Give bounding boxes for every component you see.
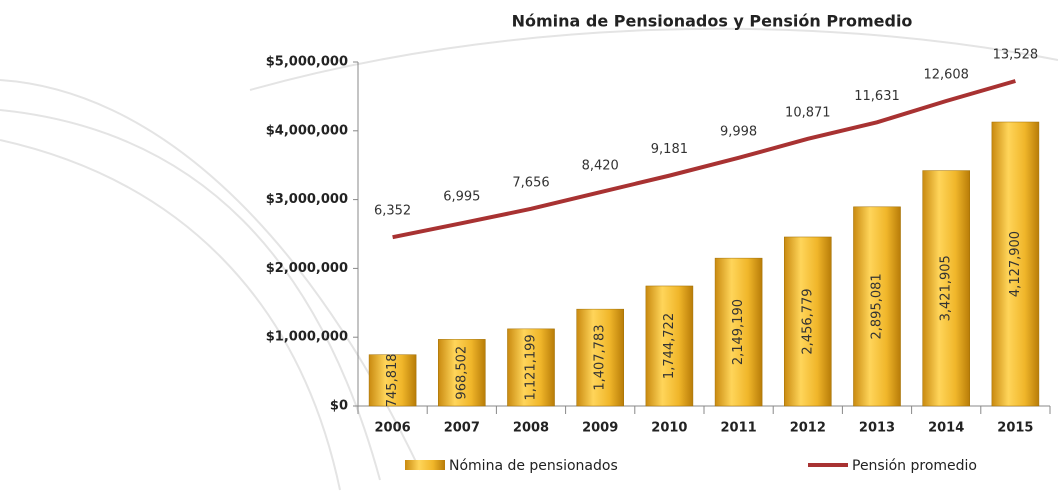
bar <box>368 354 417 407</box>
bar <box>438 339 486 407</box>
bar-value-label: 2,456,779 <box>800 288 815 354</box>
line-value-label: 7,656 <box>512 175 549 190</box>
x-tick-label: 2012 <box>790 421 826 436</box>
x-tick-label: 2006 <box>375 421 411 436</box>
legend-swatch <box>405 460 445 470</box>
line-value-label: 9,998 <box>720 124 757 139</box>
bar-value-label: 745,818 <box>385 353 400 407</box>
chart-title: Nómina de Pensionados y Pensión Promedio <box>512 12 913 31</box>
x-tick-label: 2013 <box>859 421 895 436</box>
line-value-label: 9,181 <box>651 142 688 157</box>
bar <box>507 328 555 407</box>
bar-value-label: 4,127,900 <box>1008 231 1023 297</box>
bar <box>714 257 763 407</box>
y-tick-label: $5,000,000 <box>266 55 348 70</box>
bar <box>853 206 901 407</box>
x-tick-label: 2007 <box>444 421 480 436</box>
bar <box>991 121 1040 407</box>
line-value-label: 11,631 <box>854 89 900 104</box>
bar <box>645 285 694 407</box>
bar-value-label: 1,121,199 <box>524 334 539 400</box>
bar-value-label: 2,895,081 <box>870 273 885 339</box>
legend-label: Pensión promedio <box>852 458 977 474</box>
line-value-label: 12,608 <box>923 68 969 83</box>
bar-value-label: 1,407,783 <box>593 324 608 390</box>
bar <box>784 236 832 407</box>
decoration <box>0 27 1058 491</box>
line-value-label: 13,528 <box>993 47 1039 62</box>
line-value-label: 6,995 <box>443 190 480 205</box>
x-tick-label: 2014 <box>928 421 964 436</box>
bar-value-label: 3,421,905 <box>939 255 954 321</box>
line-value-label: 6,352 <box>374 204 411 219</box>
x-tick-label: 2010 <box>651 421 687 436</box>
x-tick-label: 2011 <box>721 421 757 436</box>
bar <box>576 308 624 407</box>
y-tick-label: $2,000,000 <box>266 261 348 276</box>
line-value-label: 8,420 <box>582 159 619 174</box>
x-tick-label: 2008 <box>513 421 549 436</box>
y-tick-label: $4,000,000 <box>266 123 348 138</box>
line <box>392 79 1016 240</box>
y-tick-label: $0 <box>330 399 348 414</box>
y-tick-label: $1,000,000 <box>266 330 348 345</box>
line-value-label: 10,871 <box>785 105 831 120</box>
bar-value-label: 968,502 <box>454 346 469 400</box>
y-tick-label: $3,000,000 <box>266 192 348 207</box>
bar <box>922 170 970 407</box>
x-tick-label: 2015 <box>997 421 1033 436</box>
x-tick-label: 2009 <box>582 421 618 436</box>
bar-value-label: 2,149,190 <box>731 299 746 365</box>
bar-value-label: 1,744,722 <box>662 313 677 379</box>
legend-label: Nómina de pensionados <box>449 458 618 474</box>
